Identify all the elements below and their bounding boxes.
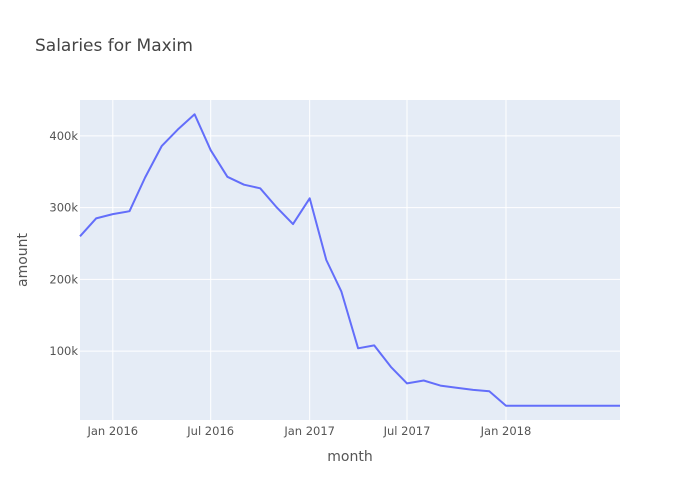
y-tick-label: 200k	[49, 272, 78, 286]
y-tick-label: 400k	[49, 129, 78, 143]
x-tick-label: Jul 2017	[383, 424, 431, 438]
y-axis-title: amount	[15, 232, 31, 287]
x-axis-title: month	[327, 449, 372, 465]
plot-background	[80, 100, 620, 420]
gridlines	[80, 100, 620, 420]
x-tick-label: Jan 2017	[283, 424, 335, 438]
y-axis-ticks: 100k 200k 300k 400k	[49, 129, 78, 358]
series-line	[79, 113, 620, 407]
y-tick-label: 300k	[49, 201, 78, 215]
x-tick-label: Jan 2018	[480, 424, 532, 438]
y-tick-label: 100k	[49, 344, 78, 358]
x-tick-label: Jan 2016	[86, 424, 138, 438]
x-axis-ticks: Jan 2016 Jul 2016 Jan 2017 Jul 2017 Jan 2018	[86, 424, 531, 438]
chart-title: Salaries for Maxim	[35, 36, 193, 56]
x-tick-label: Jul 2016	[186, 424, 234, 438]
